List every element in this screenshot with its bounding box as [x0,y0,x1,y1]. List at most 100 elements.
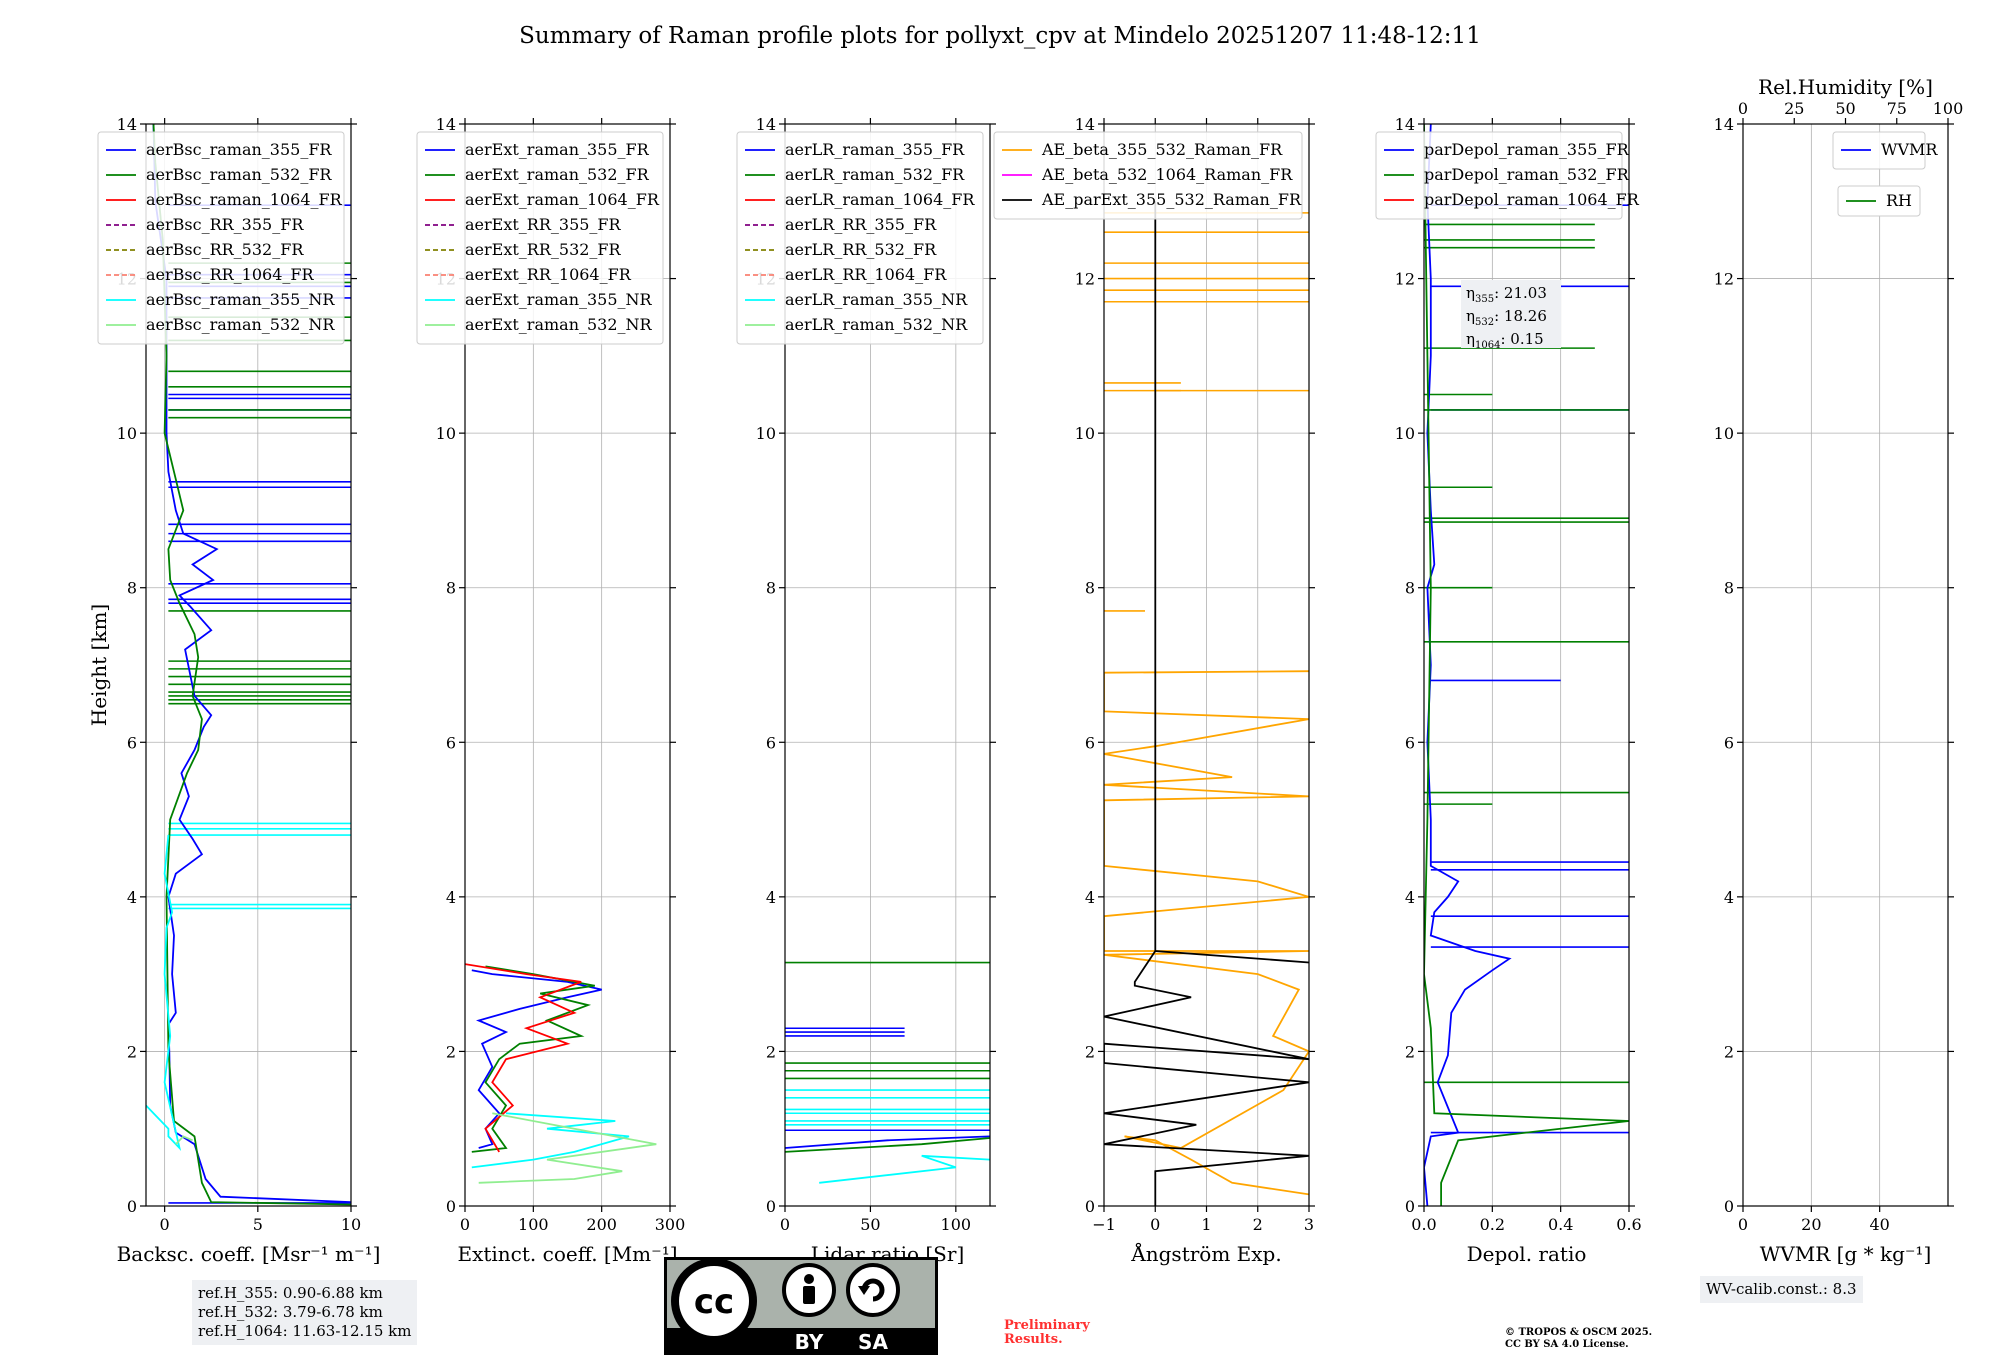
legend2-box [1837,185,1921,217]
y-tick-label: 14 [117,115,137,134]
y-tick-label: 12 [1714,270,1734,289]
series-AE_beta_355_532_Raman_FR [1104,670,1309,1196]
legend-box [993,131,1303,220]
y-tick-label: 8 [446,579,456,598]
axes-frame [464,123,671,1207]
legend-entry: aerBsc_raman_532_FR [146,165,332,184]
x-tick-label: 5 [253,1215,263,1234]
legend-entry: aerLR_RR_1064_FR [785,265,947,284]
y-tick-label: 0 [1724,1197,1734,1216]
y-tick-label: 14 [1395,115,1415,134]
copyright-line-2: CC BY SA 4.0 License. [1505,1339,1629,1350]
series-aerLR_raman_355_NR [819,1154,990,1184]
sa-label: SA [858,1330,888,1354]
eta-box [1461,280,1561,348]
series-aerBsc_raman_532_NR [175,1135,193,1145]
legend-entry: aerBsc_raman_1064_FR [146,190,343,209]
y-axis-label: Height [km] [87,604,111,726]
x-axis-label: Extinct. coeff. [Mm⁻¹] [457,1242,677,1266]
legend-box [736,131,984,345]
top-x-axis-label: Rel.Humidity [%] [1758,75,1933,99]
y-tick-label: 4 [766,888,776,907]
panel-3: 02468101214050100Lidar ratio [Sr]aerLR_r… [736,115,996,1266]
y-tick-label: 6 [1405,733,1415,752]
x-tick-label: 300 [655,1215,686,1234]
y-tick-label: 2 [766,1042,776,1061]
legend-entry: aerBsc_raman_355_FR [146,140,332,159]
x-tick-label: 0.2 [1480,1215,1505,1234]
series-aerBsc_raman_355_NR [146,834,182,1151]
panel-1: 024681012140510Backsc. coeff. [Msr⁻¹ m⁻¹… [87,115,380,1266]
data-layer [1424,124,1629,1206]
legend-entry: aerBsc_RR_532_FR [146,240,304,259]
eta-value: : 18.26 [1494,307,1547,325]
x-tick-label: 40 [1869,1215,1889,1234]
legend-entry: AE_beta_355_532_Raman_FR [1041,140,1283,159]
share-alike-arc [861,1278,885,1302]
legend-entry: WVMR [1881,140,1938,159]
y-tick-label: 14 [436,115,456,134]
legend-entry: AE_beta_532_1064_Raman_FR [1041,165,1293,184]
series-aerExt_raman_532_FR [471,965,595,1153]
y-tick-label: 8 [127,579,137,598]
y-tick-label: 12 [1075,270,1095,289]
eta-subscript: 1064 [1475,340,1500,351]
legend-entry: aerBsc_RR_1064_FR [146,265,315,284]
legend-entry: aerLR_raman_532_FR [785,165,965,184]
x-tick-label: 0 [460,1215,470,1234]
x-tick-label: 0.4 [1548,1215,1573,1234]
y-tick-label: 10 [1075,424,1095,443]
y-tick-label: 4 [1724,888,1734,907]
x-tick-label: −1 [1092,1215,1116,1234]
data-layer [785,961,990,1184]
preliminary-line-2: Results. [1004,1332,1063,1347]
y-tick-label: 14 [1714,115,1734,134]
y-tick-label: 14 [1075,115,1095,134]
y-tick-label: 6 [766,733,776,752]
y-tick-label: 0 [127,1197,137,1216]
preliminary-line-1: Preliminary [1004,1318,1090,1333]
eta-value: : 21.03 [1494,284,1547,302]
legend-entry: aerLR_RR_355_FR [785,215,937,234]
x-tick-label: 100 [941,1215,972,1234]
person-head [804,1274,814,1284]
axes-frame [1742,123,1949,1207]
legend-entry: aerExt_raman_532_FR [465,165,650,184]
legend-entry: aerExt_RR_355_FR [465,215,622,234]
panel-2: 024681012140100200300Extinct. coeff. [Mm… [416,115,686,1266]
y-tick-label: 10 [117,424,137,443]
y-tick-label: 4 [1085,888,1095,907]
ref-h-532: ref.H_532: 3.79-6.78 km [198,1303,383,1321]
x-tick-label: 0 [160,1215,170,1234]
y-tick-label: 14 [756,115,776,134]
legend-entry: aerBsc_raman_532_NR [146,315,335,334]
y-tick-label: 8 [1724,579,1734,598]
legend-entry: parDepol_raman_532_FR [1424,165,1630,184]
series-aerExt_raman_532_NR [478,1112,657,1184]
legend-entry: aerLR_raman_355_NR [785,290,968,309]
x-axis-label: Ångström Exp. [1130,1241,1281,1266]
y-tick-label: 2 [1085,1042,1095,1061]
series-aerLR_raman_532_FR [785,1137,990,1153]
axes-frame [784,123,991,1207]
x-tick-label: 2 [1253,1215,1263,1234]
y-tick-label: 10 [1395,424,1415,443]
y-tick-label: 10 [756,424,776,443]
legend-entry: aerExt_raman_355_NR [465,290,653,309]
ref-h-355: ref.H_355: 0.90-6.88 km [198,1284,383,1302]
legend-box [1832,131,1926,170]
y-tick-label: 8 [1085,579,1095,598]
legend-entry: aerExt_raman_532_NR [465,315,653,334]
eta-subscript: 355 [1475,294,1494,305]
ref-h-1064: ref.H_1064: 11.63-12.15 km [198,1322,412,1340]
axes-frame [145,123,352,1207]
legend-entry: aerLR_RR_532_FR [785,240,937,259]
series-aerLR_raman_355_FR [785,1135,990,1149]
y-tick-label: 2 [446,1042,456,1061]
legend2-entry: RH [1886,191,1912,210]
y-tick-label: 0 [1085,1197,1095,1216]
x-tick-label: 0.0 [1411,1215,1436,1234]
axes-frame [1423,123,1630,1207]
x-tick-label: 1 [1201,1215,1211,1234]
y-tick-label: 4 [1405,888,1415,907]
